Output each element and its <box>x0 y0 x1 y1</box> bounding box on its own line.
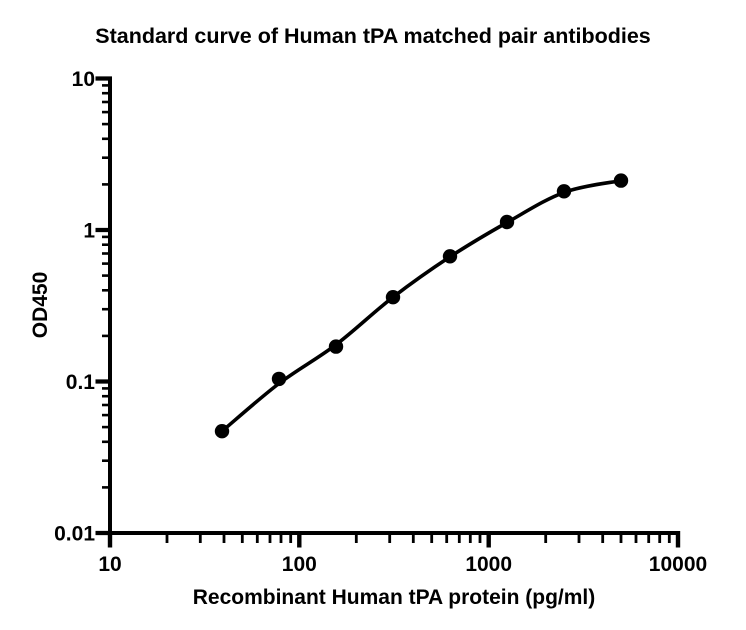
data-point <box>499 214 515 230</box>
chart-title: Standard curve of Human tPA matched pair… <box>95 24 651 48</box>
data-point <box>442 249 458 264</box>
y-tick-label: 10 <box>72 68 95 91</box>
data-point <box>385 290 401 305</box>
x-tick-label: 10000 <box>649 553 707 576</box>
x-tick-label: 1000 <box>465 553 512 576</box>
x-tick-label: 10 <box>98 553 121 576</box>
x-tick-label: 100 <box>282 553 317 576</box>
fit-curve <box>220 178 623 433</box>
y-tick-label: 0.1 <box>66 371 96 394</box>
y-tick-label: 1 <box>83 220 95 243</box>
x-axis-title: Recombinant Human tPA protein (pg/ml) <box>193 586 596 609</box>
data-point <box>271 371 287 387</box>
data-point <box>613 173 629 188</box>
data-point <box>328 339 344 354</box>
y-tick-label: 0.01 <box>54 523 95 546</box>
y-axis-title: OD450 <box>29 272 52 339</box>
data-point <box>214 424 230 439</box>
data-point <box>556 184 572 199</box>
